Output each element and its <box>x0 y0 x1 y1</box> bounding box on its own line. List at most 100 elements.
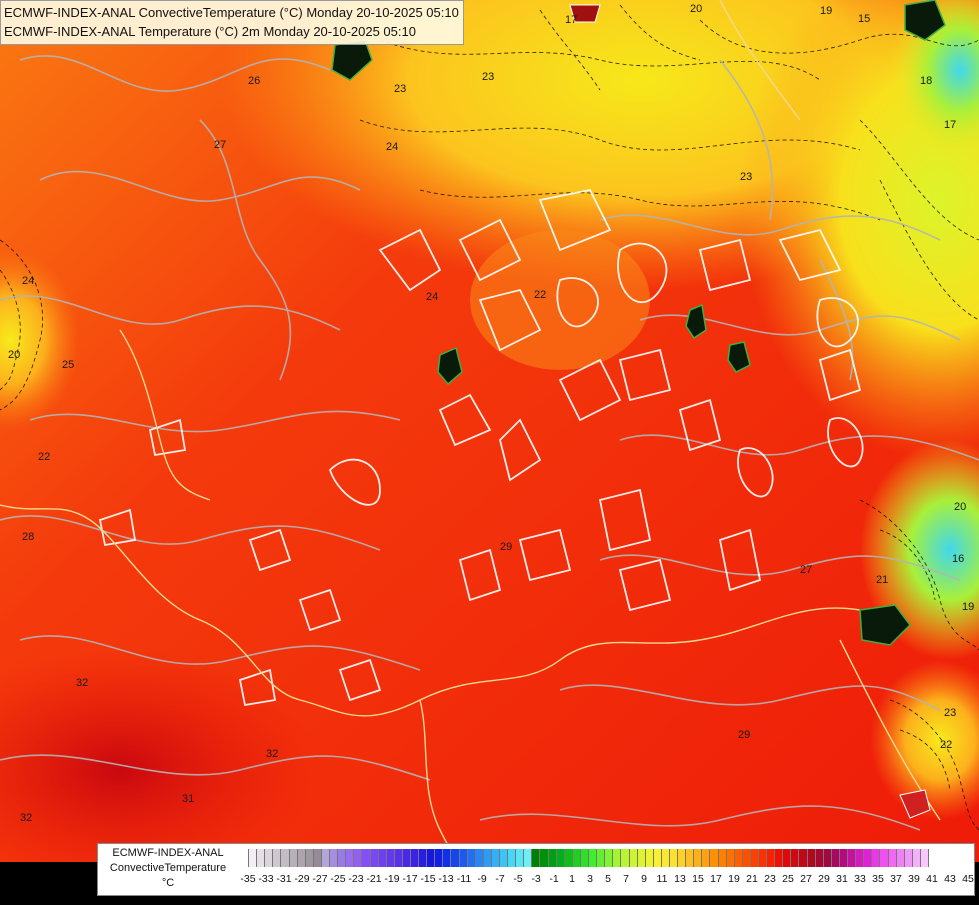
legend-tick-label: -31 <box>276 873 292 885</box>
contour-label: 24 <box>386 141 398 153</box>
legend-swatch <box>346 849 355 867</box>
contour-label: 29 <box>738 729 750 741</box>
contour-label: 23 <box>740 171 752 183</box>
legend-swatch <box>823 849 832 867</box>
map-title-box: ECMWF-INDEX-ANAL ConvectiveTemperature (… <box>0 0 464 45</box>
legend-tick-label: 3 <box>587 873 593 885</box>
legend-swatch <box>500 849 509 867</box>
legend-swatch <box>532 849 541 867</box>
legend-swatch <box>386 849 395 867</box>
contour-label: 18 <box>920 75 932 87</box>
contour-label: 29 <box>500 541 512 553</box>
legend-swatch <box>775 849 784 867</box>
legend-swatch <box>799 849 808 867</box>
contour-label: 16 <box>952 553 964 565</box>
legend-tick-label: -33 <box>258 873 274 885</box>
legend-swatch <box>564 849 573 867</box>
legend-swatch <box>330 849 339 867</box>
legend-swatch <box>354 849 363 867</box>
legend-swatch <box>241 849 250 867</box>
legend-swatch <box>831 849 840 867</box>
legend-variable-name: ConvectiveTemperature <box>109 862 227 874</box>
legend-tick-label: -5 <box>513 873 523 885</box>
legend-swatch <box>273 849 282 867</box>
legend-swatch <box>839 849 849 867</box>
legend-swatch <box>702 849 711 867</box>
legend-swatch <box>750 849 759 867</box>
legend-swatch <box>580 849 590 867</box>
contour-label: 31 <box>182 793 194 805</box>
legend-tick-label: -3 <box>531 873 541 885</box>
legend-swatch <box>410 849 420 867</box>
legend-swatch <box>653 849 662 867</box>
contour-label: 23 <box>394 83 406 95</box>
title-temperature-2m: ECMWF-INDEX-ANAL Temperature (°C) 2m Mon… <box>4 24 416 39</box>
contour-label: 17 <box>944 119 956 131</box>
legend-swatch <box>443 849 452 867</box>
legend-tick-label: 7 <box>623 873 629 885</box>
legend-tick-label: -15 <box>420 873 436 885</box>
legend-swatch <box>896 849 905 867</box>
legend-tick-label: -11 <box>456 873 472 885</box>
legend-swatch <box>475 849 484 867</box>
legend-swatch <box>249 849 258 867</box>
color-legend: ECMWF-INDEX-ANAL ConvectiveTemperature °… <box>97 843 975 896</box>
legend-tick-label: -13 <box>438 873 454 885</box>
legend-tick-label: -21 <box>366 873 382 885</box>
legend-swatch <box>491 849 500 867</box>
legend-swatch <box>759 849 768 867</box>
contour-label: 24 <box>426 291 438 303</box>
contour-label: 22 <box>534 289 546 301</box>
contour-label: 19 <box>820 5 832 17</box>
legend-swatch <box>338 849 347 867</box>
legend-swatch <box>645 849 654 867</box>
legend-tick-label: -1 <box>549 873 559 885</box>
warm-patch-center <box>470 230 650 370</box>
legend-tick-label: 27 <box>800 873 812 885</box>
legend-swatch <box>920 849 929 867</box>
legend-tick-label: 11 <box>656 873 668 885</box>
contour-label: 20 <box>690 3 702 15</box>
legend-tick-label: 15 <box>692 873 704 885</box>
legend-tick-label: -17 <box>402 873 418 885</box>
legend-swatch <box>815 849 824 867</box>
legend-unit: °C <box>161 877 175 889</box>
country-borders <box>0 0 941 871</box>
legend-swatch <box>597 849 606 867</box>
legend-swatch <box>540 849 549 867</box>
legend-swatch <box>661 849 670 867</box>
legend-swatch <box>305 849 314 867</box>
legend-tick-label: 31 <box>836 873 848 885</box>
contour-label: 24 <box>22 275 34 287</box>
legend-tick-label: 1 <box>569 873 575 885</box>
legend-tick-label: 5 <box>605 873 611 885</box>
legend-swatch <box>613 849 622 867</box>
legend-swatch <box>718 849 727 867</box>
contour-label: 15 <box>858 13 870 25</box>
legend-tick-labels: -35 -33 -31 -29 -27 -25 -23 -21 -19 -17 -15 -13 -11-… <box>234 873 974 887</box>
legend-swatch <box>856 849 865 867</box>
legend-swatch <box>516 849 525 867</box>
legend-tick-label: 41 <box>926 873 938 885</box>
legend-swatch <box>370 849 379 867</box>
legend-swatch <box>686 849 695 867</box>
legend-model-name: ECMWF-INDEX-ANAL <box>112 847 224 859</box>
legend-swatch <box>419 849 428 867</box>
contour-label: 22 <box>38 451 50 463</box>
legend-swatch <box>848 849 857 867</box>
legend-swatch <box>313 849 322 867</box>
legend-tick-label: 37 <box>890 873 902 885</box>
legend-tick-label: -9 <box>477 873 487 885</box>
temperature-2m-isolines <box>0 4 979 831</box>
hot-zone-southwest <box>0 650 320 890</box>
legend-swatch <box>589 849 598 867</box>
legend-swatch <box>783 849 792 867</box>
contour-label: 21 <box>876 574 888 586</box>
legend-tick-label: 21 <box>746 873 758 885</box>
contour-label: 26 <box>248 75 260 87</box>
legend-tick-label: 33 <box>854 873 866 885</box>
legend-swatch <box>864 849 873 867</box>
contour-label: 27 <box>800 564 812 576</box>
